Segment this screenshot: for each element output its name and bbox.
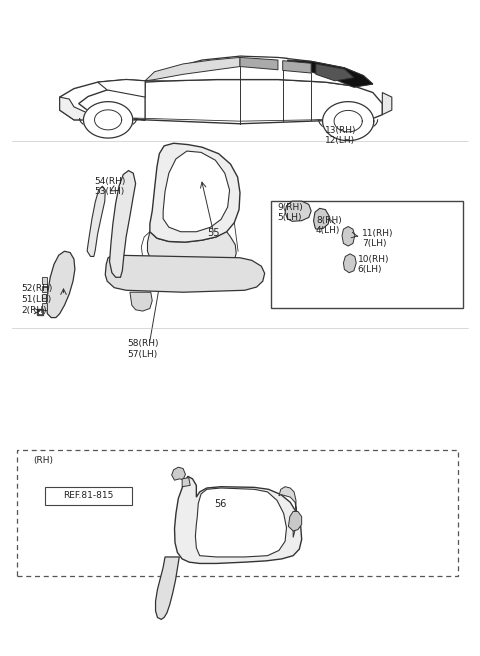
Polygon shape (150, 143, 240, 242)
Polygon shape (163, 151, 229, 232)
Text: 8(RH)
4(LH): 8(RH) 4(LH) (316, 216, 342, 235)
Polygon shape (42, 286, 48, 292)
Polygon shape (182, 478, 190, 487)
Polygon shape (47, 251, 75, 318)
Polygon shape (42, 294, 48, 300)
Polygon shape (60, 79, 383, 124)
Polygon shape (195, 488, 287, 557)
Polygon shape (175, 476, 301, 564)
Text: 13(RH)
12(LH): 13(RH) 12(LH) (325, 126, 357, 145)
Polygon shape (60, 97, 107, 120)
Polygon shape (145, 56, 373, 86)
Text: 9(RH)
5(LH): 9(RH) 5(LH) (277, 203, 303, 222)
Polygon shape (97, 79, 145, 97)
Polygon shape (240, 58, 278, 70)
Polygon shape (84, 102, 133, 138)
Polygon shape (288, 60, 373, 87)
Text: 58(RH)
57(LH): 58(RH) 57(LH) (127, 339, 158, 359)
Polygon shape (130, 292, 152, 311)
Polygon shape (323, 102, 374, 140)
Polygon shape (145, 58, 240, 81)
Text: 56: 56 (214, 499, 226, 508)
Polygon shape (383, 92, 392, 115)
Polygon shape (109, 171, 136, 277)
Polygon shape (316, 64, 354, 81)
Text: 52(RH)
51(LH): 52(RH) 51(LH) (22, 285, 53, 304)
Polygon shape (288, 512, 301, 531)
Polygon shape (172, 467, 185, 480)
Polygon shape (313, 209, 329, 229)
Text: REF.81-815: REF.81-815 (63, 491, 114, 501)
Text: 11(RH)
7(LH): 11(RH) 7(LH) (362, 228, 394, 248)
Polygon shape (342, 226, 355, 246)
Bar (45, 487, 132, 505)
Text: 10(RH)
6(LH): 10(RH) 6(LH) (358, 255, 389, 274)
Text: (RH): (RH) (34, 456, 54, 465)
Polygon shape (279, 487, 297, 537)
Text: 54(RH)
53(LH): 54(RH) 53(LH) (95, 176, 126, 196)
Polygon shape (343, 254, 356, 273)
Polygon shape (156, 557, 179, 619)
Text: 55: 55 (208, 228, 220, 238)
Polygon shape (42, 277, 48, 284)
Polygon shape (283, 60, 311, 73)
Polygon shape (105, 255, 264, 292)
Polygon shape (285, 201, 311, 221)
Bar (17, 449, 458, 577)
Bar (271, 201, 463, 308)
Text: 2(RH): 2(RH) (22, 306, 48, 315)
Polygon shape (42, 303, 48, 310)
Polygon shape (147, 230, 236, 271)
Polygon shape (87, 186, 105, 256)
